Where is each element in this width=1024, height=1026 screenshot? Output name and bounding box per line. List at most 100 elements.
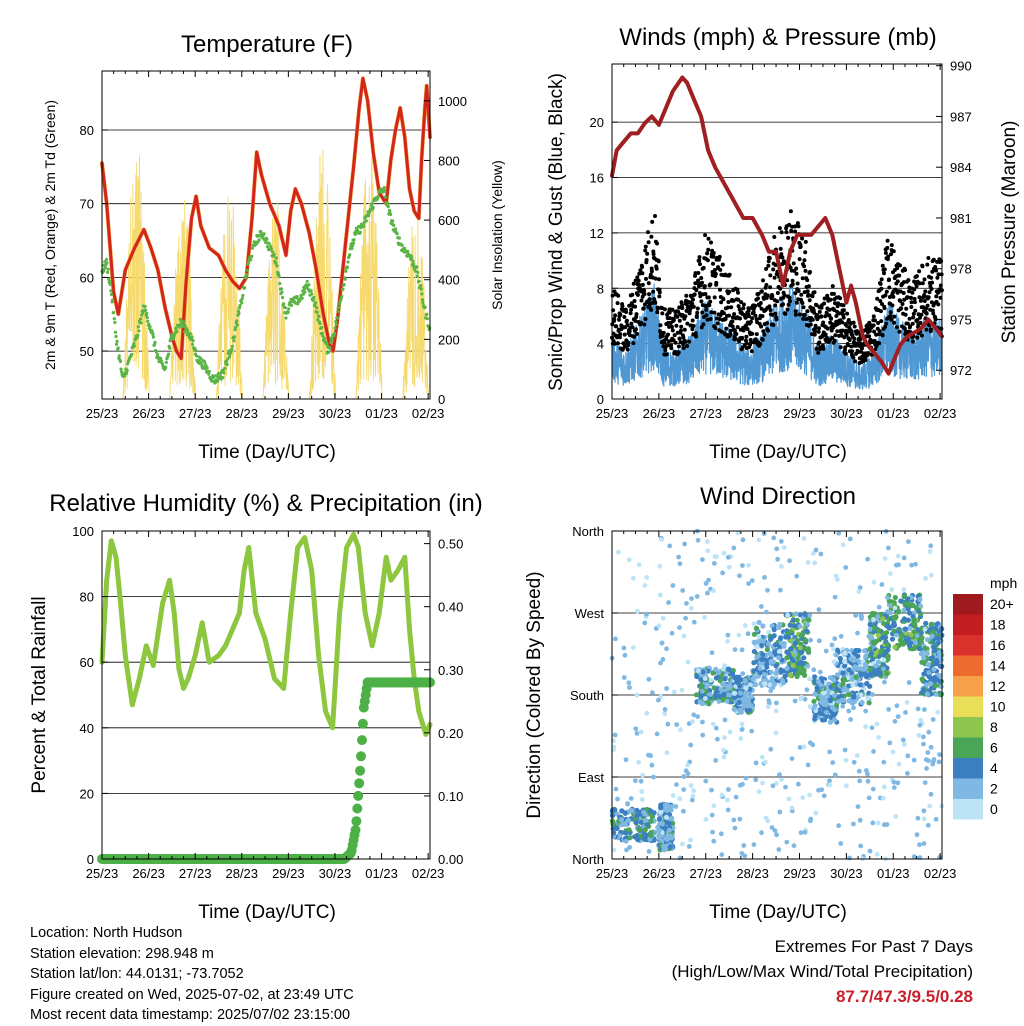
wind-direction-point	[697, 699, 703, 705]
wind-gust-point	[649, 234, 654, 239]
wind-gust-point	[761, 329, 766, 334]
wind-direction-point	[921, 816, 927, 822]
wind-direction-point	[691, 712, 697, 718]
wind-direction-point	[725, 797, 730, 803]
wind-gust-point	[878, 282, 883, 286]
wind-direction-point	[891, 779, 897, 785]
wind-gust-point	[691, 297, 695, 302]
wind-direction-point	[913, 640, 918, 646]
dewpoint-point	[227, 355, 232, 359]
wind-direction-point	[921, 808, 927, 814]
wind-direction-point	[656, 697, 661, 703]
wind-direction-point	[783, 784, 788, 790]
dewpoint-point	[309, 289, 313, 293]
wind-gust-point	[915, 318, 920, 322]
dewpoint-point	[330, 338, 334, 342]
dewpoint-point	[400, 243, 404, 247]
y2-tick-label: 600	[438, 213, 460, 228]
dewpoint-point	[235, 319, 239, 323]
speed-legend-swatch	[953, 717, 983, 738]
wind-gust-point	[931, 311, 936, 316]
wind-gust-point	[852, 324, 857, 329]
wind-direction-point	[659, 838, 665, 844]
wind-direction-point	[737, 683, 743, 689]
solar-insolation-line	[122, 155, 150, 400]
wind-direction-point	[869, 725, 875, 731]
dewpoint-point	[352, 241, 356, 245]
wind-direction-point	[847, 855, 852, 861]
wind-direction-point	[713, 758, 719, 763]
wind-direction-point	[852, 650, 858, 656]
wind-direction-point	[773, 663, 779, 669]
wind-direction-point	[842, 658, 848, 665]
wind-gust-point	[877, 341, 882, 346]
wind-direction-point	[797, 612, 803, 618]
wind-direction-point	[753, 682, 759, 688]
wind-direction-point	[801, 536, 807, 541]
dewpoint-point	[114, 334, 118, 339]
wind-direction-point	[670, 583, 676, 588]
wind-gust-point	[895, 279, 900, 284]
wind-gust-point	[629, 321, 634, 326]
wind-gust-point	[780, 255, 785, 260]
wind-direction-point	[812, 713, 818, 719]
wind-gust-point	[907, 289, 911, 294]
wind-gust-point	[730, 319, 735, 324]
wind-direction-point	[889, 587, 895, 592]
wind-direction-point	[842, 747, 848, 753]
wind-gust-point	[677, 318, 682, 323]
wind-direction-point	[786, 796, 792, 802]
wind-gust-point	[788, 299, 792, 304]
wind-direction-point	[848, 656, 854, 662]
wind-direction-point	[841, 677, 848, 683]
wind-direction-point	[617, 833, 623, 839]
wind-gust-point	[732, 312, 737, 317]
winds-y2label: Station Pressure (Maroon)	[999, 121, 1020, 344]
wind-direction-point	[765, 587, 770, 593]
wind-gust-point	[635, 331, 639, 336]
dewpoint-point	[123, 373, 127, 378]
wind-gust-point	[667, 316, 672, 321]
wind-gust-point	[727, 313, 731, 318]
wind-gust-point	[704, 307, 709, 312]
dewpoint-point	[185, 328, 190, 333]
wind-direction-point	[914, 633, 920, 638]
wind-direction-point	[656, 832, 662, 838]
wind-direction-point	[794, 573, 800, 579]
wind-direction-point	[909, 562, 914, 568]
dewpoint-point	[136, 333, 140, 337]
wind-direction-point	[634, 692, 640, 698]
wind-direction-point	[827, 749, 832, 755]
dewpoint-point	[245, 268, 249, 272]
wind-direction-point	[780, 680, 786, 686]
wind-gust-point	[708, 282, 713, 287]
wind-direction-point	[832, 636, 838, 642]
wind-gust-point	[929, 275, 934, 280]
wind-gust-point	[815, 313, 819, 317]
wind-gust-point	[768, 285, 773, 290]
wind-gust-point	[631, 341, 636, 346]
wind-direction-point	[703, 689, 709, 695]
wind-direction-point	[831, 659, 837, 665]
dewpoint-point	[151, 332, 155, 337]
dewpoint-point	[245, 273, 249, 277]
wind-gust-point	[694, 288, 699, 293]
wind-direction-point	[832, 772, 838, 778]
wind-gust-point	[933, 265, 938, 269]
dewpoint-point	[249, 258, 253, 262]
dewpoint-point	[284, 316, 288, 320]
wind-direction-point	[801, 670, 807, 676]
solar-insolation-line	[308, 149, 337, 400]
dewpoint-point	[137, 329, 141, 333]
wind-gust-point	[931, 257, 936, 262]
wind-direction-point	[756, 789, 762, 794]
wind-direction-point	[825, 701, 831, 707]
wind-direction-point	[929, 572, 934, 578]
wind-direction-point	[878, 649, 884, 655]
wind-direction-point	[732, 690, 738, 696]
wind-direction-point	[886, 707, 891, 712]
wind-gust-point	[721, 297, 726, 302]
wind-direction-point	[853, 674, 859, 681]
dewpoint-point	[329, 341, 333, 345]
wind-direction-point	[789, 756, 795, 761]
